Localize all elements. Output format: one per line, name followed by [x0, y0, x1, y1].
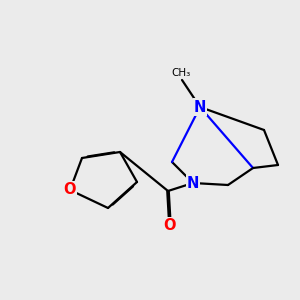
Text: CH₃: CH₃	[171, 68, 190, 78]
Text: O: O	[164, 218, 176, 233]
Text: N: N	[187, 176, 199, 190]
Text: O: O	[64, 182, 76, 197]
Text: N: N	[194, 100, 206, 115]
